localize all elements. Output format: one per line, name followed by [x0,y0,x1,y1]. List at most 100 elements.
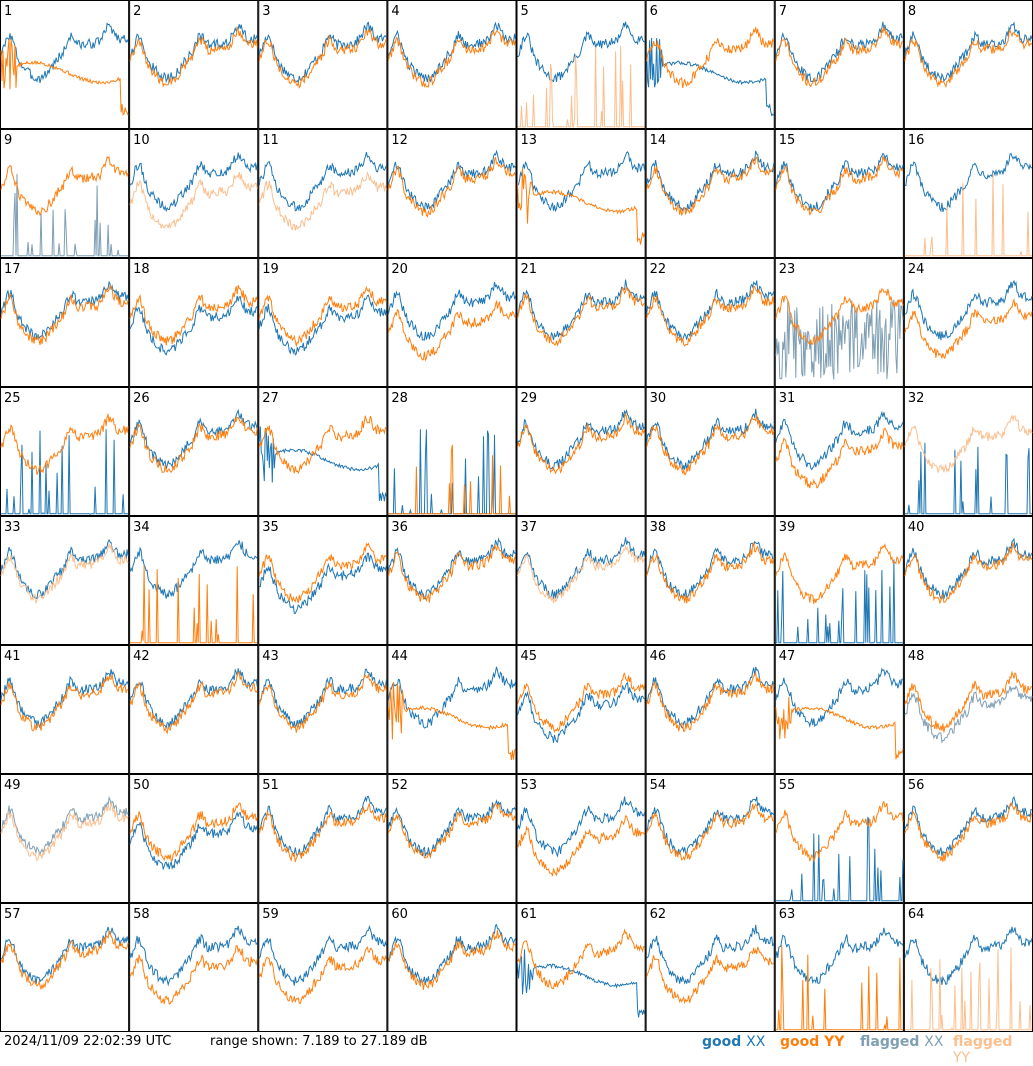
panel-31: 31 [774,387,904,516]
panel-label: 6 [650,4,658,19]
panel-frame [258,387,388,516]
panel-frame [129,258,259,387]
panel-label: 51 [262,778,279,793]
series-xx [904,926,1033,985]
series-yy [646,27,775,89]
series-xx [0,280,129,340]
panel-15: 15 [774,129,904,258]
panel-label: 38 [650,520,667,535]
series-xx [259,552,387,615]
panel-3: 3 [258,0,388,129]
panel-label: 21 [521,262,538,277]
panel-58: 58 [129,903,259,1032]
series-xx [904,796,1033,857]
series-xx [646,540,775,599]
panel-29: 29 [516,387,646,516]
panel-label: 23 [779,262,796,277]
series-yy [775,543,904,604]
series-yy [387,802,516,859]
panel-label: 37 [521,520,538,535]
series-xx [775,816,904,902]
panel-37: 37 [516,516,646,645]
series-yy [129,802,258,862]
series-yy [0,412,129,475]
panel-label: 4 [391,4,399,19]
series-xx [517,949,646,1018]
panel-frame [129,516,259,645]
series-xx [775,21,904,83]
panel-frame [258,0,388,129]
panel-9: 9 [0,129,130,258]
series-yy [646,946,775,1005]
panel-label: 43 [262,649,279,664]
series-xx [517,21,645,83]
series-xx [258,151,387,212]
series-xx [775,667,904,728]
panel-frame [903,129,1033,258]
panel-frame [0,258,130,387]
series-yy [0,284,129,346]
series-yy [387,682,516,761]
panel-label: 20 [391,262,408,277]
panel-label: 25 [4,391,21,406]
panel-54: 54 [645,774,775,903]
series-yy [387,929,516,990]
panel-label: 24 [908,262,925,277]
series-xx [775,927,904,985]
panel-label: 54 [650,778,667,793]
panel-19: 19 [258,258,388,387]
series-yy [129,25,258,88]
panel-27: 27 [258,387,388,516]
panel-frame [258,774,388,903]
panel-52: 52 [387,774,517,903]
series-yy [646,672,775,733]
panel-7: 7 [774,0,904,129]
panel-label: 22 [650,262,667,277]
panel-11: 11 [258,129,388,258]
panel-frame [645,516,775,645]
panel-frame [774,129,904,258]
panel-label: 62 [650,907,667,922]
series-yy [517,544,646,604]
series-xx [129,925,258,987]
legend-flagged-xx: flagged XX [860,1034,944,1050]
panel-label: 52 [391,778,408,793]
panel-frame [645,258,775,387]
series-yy [904,28,1033,89]
panel-frame [516,645,646,774]
panel-label: 15 [779,133,796,148]
panel-frame [516,903,646,1032]
panel-frame [387,903,517,1032]
panel-10: 10 [129,129,259,258]
panel-33: 33 [0,516,130,645]
series-xx [0,22,129,84]
panel-frame [516,258,646,387]
series-yy [258,415,387,475]
panel-frame [129,774,259,903]
legend-good-xx: good XX [702,1034,766,1050]
panel-label: 16 [908,133,925,148]
series-xx [775,410,904,471]
series-yy [517,672,646,734]
panel-25: 25 [0,387,130,516]
panel-48: 48 [903,645,1033,774]
panel-label: 8 [908,4,916,19]
series-yy [0,542,129,604]
panel-62: 62 [645,903,775,1032]
series-xx [646,666,775,730]
panel-label: 56 [908,778,925,793]
panel-64: 64 [903,903,1033,1032]
panel-frame [387,774,517,903]
series-yy [904,542,1033,605]
series-yy [129,284,258,346]
panel-12: 12 [387,129,517,258]
series-xx [904,442,1032,515]
panel-label: 30 [650,391,667,406]
panel-35: 35 [258,516,388,645]
panel-40: 40 [903,516,1033,645]
panel-frame [129,0,259,129]
panel-49: 49 [0,774,130,903]
panel-label: 32 [908,391,925,406]
panel-frame [774,387,904,516]
panel-label: 18 [133,262,150,277]
